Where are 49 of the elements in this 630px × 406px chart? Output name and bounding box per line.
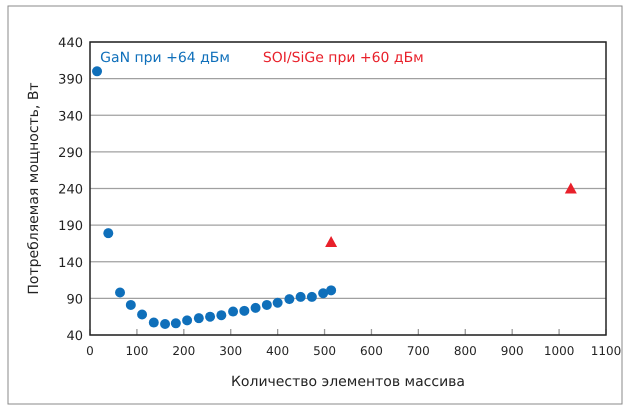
point — [115, 288, 126, 298]
point — [306, 292, 317, 302]
point — [228, 306, 238, 317]
y-tick-label: 390 — [58, 72, 83, 88]
y-tick-label: 240 — [58, 182, 83, 198]
point — [205, 312, 216, 322]
point — [326, 285, 336, 296]
x-tick-label: 200 — [172, 344, 196, 358]
point — [216, 310, 226, 320]
x-tick-label: 300 — [219, 344, 242, 358]
point — [126, 300, 136, 310]
point — [262, 300, 272, 310]
series-label: GaN при +64 дБм — [100, 50, 230, 66]
x-tick-label: 800 — [454, 344, 477, 358]
point — [272, 298, 283, 308]
y-tick-label: 290 — [58, 146, 83, 161]
y-tick-label: 440 — [58, 36, 83, 51]
x-axis-title: Количество элементов массива — [230, 374, 466, 390]
y-tick-label: 40 — [66, 329, 83, 344]
point — [325, 236, 338, 247]
y-tick-label: 190 — [58, 219, 83, 234]
point — [194, 313, 204, 324]
y-tick-label: 340 — [58, 109, 83, 124]
y-tick-label: 90 — [66, 292, 83, 308]
point — [318, 288, 328, 298]
x-tick-label: 100 — [125, 344, 148, 358]
x-tick-label: 700 — [406, 344, 430, 358]
point — [250, 302, 261, 313]
y-tick-label: 140 — [58, 256, 83, 271]
y-axis-title: Потребляемая мощность, Вт — [26, 82, 42, 295]
x-tick-label: 400 — [266, 344, 290, 358]
point — [239, 306, 250, 316]
point — [564, 182, 577, 194]
point — [92, 66, 102, 76]
point — [103, 228, 114, 238]
point — [160, 319, 170, 330]
x-tick-label: 900 — [500, 344, 524, 358]
text: SOI/SiGe при +60 дБм — [262, 50, 424, 66]
point — [296, 292, 306, 302]
point — [148, 318, 159, 328]
x-tick-label: 600 — [360, 344, 383, 358]
x-tick-label: 1100 — [590, 344, 622, 358]
x-tick-label: 500 — [313, 344, 336, 358]
point — [170, 318, 181, 328]
point — [284, 294, 294, 304]
point — [182, 315, 192, 326]
x-tick-label: 0 — [86, 344, 94, 358]
point — [137, 309, 148, 320]
x-tick-label: 1000 — [544, 344, 574, 358]
